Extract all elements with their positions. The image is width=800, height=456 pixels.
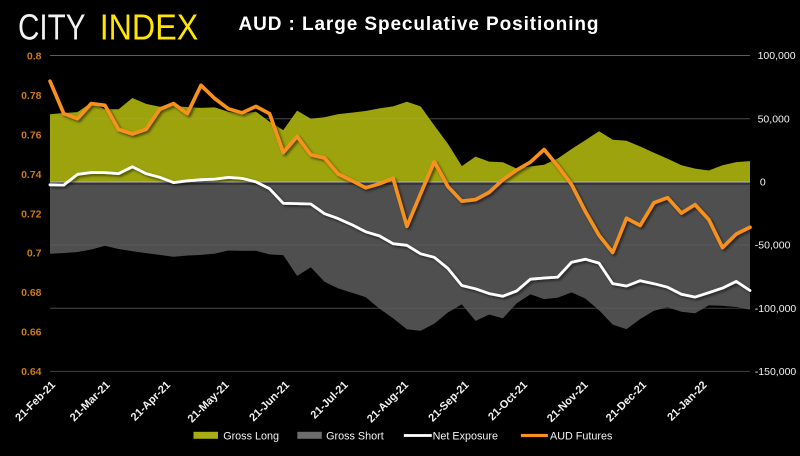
svg-text:-150,000: -150,000 (755, 366, 797, 378)
svg-text:0.68: 0.68 (21, 287, 42, 299)
svg-text:-50,000: -50,000 (755, 240, 791, 252)
svg-text:AUD Futures: AUD Futures (550, 431, 613, 443)
svg-text:100,000: 100,000 (758, 50, 796, 62)
svg-text:CITY: CITY (18, 7, 85, 47)
svg-text:0.72: 0.72 (21, 208, 42, 220)
svg-text:Net Exposure: Net Exposure (433, 431, 498, 443)
svg-text:-100,000: -100,000 (755, 303, 797, 315)
svg-text:0.66: 0.66 (21, 327, 42, 339)
svg-text:Gross Short: Gross Short (326, 431, 384, 443)
svg-text:0.8: 0.8 (27, 50, 42, 62)
svg-text:0.64: 0.64 (21, 366, 42, 378)
svg-text:0.78: 0.78 (21, 90, 42, 102)
svg-text:Gross Long: Gross Long (223, 431, 279, 443)
svg-text:0.7: 0.7 (27, 248, 42, 260)
svg-text:AUD : Large Speculative Positi: AUD : Large Speculative Positioning (239, 14, 600, 35)
svg-text:0.76: 0.76 (21, 129, 42, 141)
svg-text:50,000: 50,000 (758, 113, 790, 125)
svg-text:0: 0 (760, 177, 766, 189)
svg-text:0.74: 0.74 (21, 169, 42, 181)
svg-text:INDEX: INDEX (100, 8, 199, 48)
